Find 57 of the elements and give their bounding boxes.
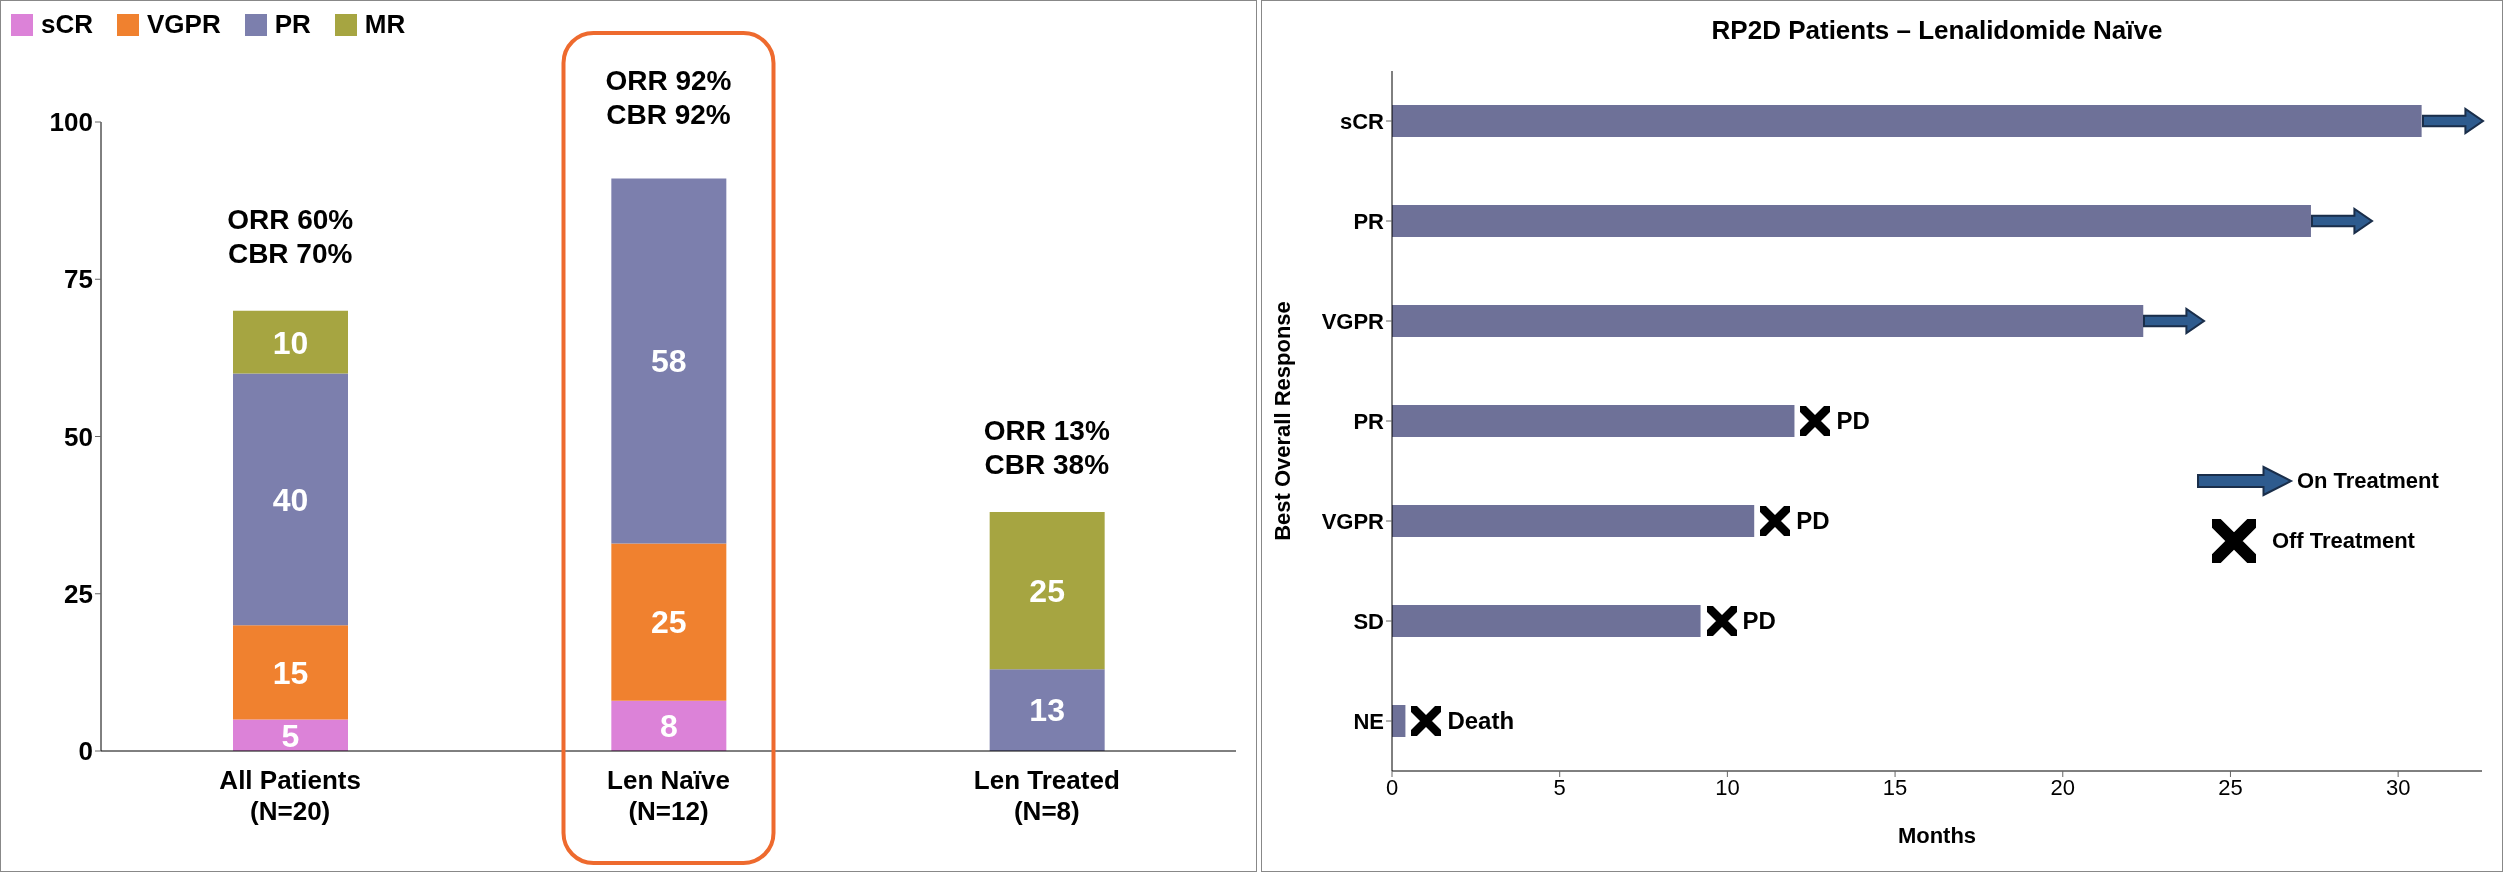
data-label: 5 [281, 717, 300, 754]
data-label: 10 [272, 324, 309, 361]
bar [1392, 405, 1795, 437]
annotation: PD [1742, 606, 1776, 636]
bar [989, 669, 1105, 751]
x-tick-label: 10 [1715, 774, 1740, 800]
annotation: Off Treatment [2271, 527, 2415, 555]
y-tick-label: 0 [78, 736, 93, 767]
data-label: 40 [272, 481, 309, 518]
bar [989, 511, 1105, 670]
bar [233, 625, 348, 720]
y-tick-label: PR [1353, 208, 1385, 234]
annotation: PD [1796, 506, 1830, 536]
x-tick-label: 20 [2050, 774, 2076, 800]
x-tick-label: Len Treated (N=8) [973, 765, 1120, 827]
y-tick-label: VGPR [1321, 508, 1385, 534]
y-axis-title: Best Overall Response [1269, 301, 1295, 541]
x-axis-title: Months [1897, 823, 1977, 848]
chart-title: RP2D Patients – Lenalidomide Naïve [1710, 15, 2164, 46]
annotation: ORR 92% CBR 92% [605, 65, 732, 130]
annotation: On Treatment [2296, 467, 2439, 495]
y-tick-label: 100 [49, 107, 93, 138]
bar [611, 543, 727, 701]
y-tick-label: VGPR [1321, 308, 1385, 334]
y-tick-label: PR [1353, 408, 1385, 434]
data-label: 13 [1029, 692, 1065, 729]
annotation: ORR 60% CBR 70% [227, 204, 354, 269]
data-label: 8 [659, 708, 678, 745]
legend-label: PR [273, 9, 311, 40]
y-tick-label: 75 [64, 264, 93, 295]
y-tick-label: 25 [64, 578, 93, 609]
x-tick-label: Len Naïve (N=12) [607, 765, 730, 827]
data-label: 25 [1029, 572, 1065, 609]
data-label: 15 [272, 654, 309, 691]
x-tick-label: 15 [1882, 774, 1908, 800]
annotation: PD [1836, 406, 1870, 436]
bar [233, 373, 348, 626]
bar [1392, 605, 1701, 637]
x-tick-label: 30 [2385, 774, 2411, 800]
data-label: 58 [651, 343, 687, 380]
x-tick-label: All Patients (N=20) [219, 765, 361, 827]
y-tick-label: sCR [1339, 108, 1385, 134]
annotation: Death [1447, 706, 1515, 736]
legend-label: MR [363, 9, 406, 40]
x-tick-label: 25 [2218, 774, 2243, 800]
annotation: ORR 13% CBR 38% [983, 415, 1110, 480]
y-tick-label: SD [1353, 608, 1384, 634]
data-label: 25 [651, 604, 687, 641]
x-tick-label: 5 [1553, 774, 1566, 800]
bar [1392, 505, 1755, 537]
bar [233, 310, 348, 374]
bar [1392, 705, 1406, 737]
bar [611, 178, 727, 544]
bar [611, 700, 727, 751]
legend-label: VGPR [146, 9, 221, 40]
y-tick-label: NE [1353, 708, 1384, 734]
y-tick-label: 50 [64, 421, 93, 452]
